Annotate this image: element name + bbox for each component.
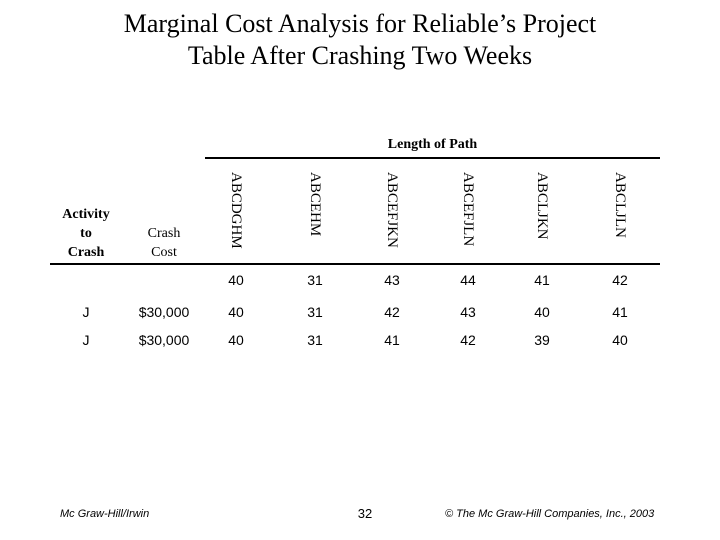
length-of-path-rule [205, 157, 660, 159]
path-header-abcefjkn: ABCEFJKN [378, 172, 406, 264]
publisher-footer: Mc Graw-Hill/Irwin [60, 508, 150, 520]
path-header-abcehm: ABCEHM [301, 172, 329, 264]
path-label: ABCLJLN [612, 172, 628, 238]
cost-cell: $30,000 [138, 304, 190, 320]
length-cell: 31 [307, 304, 323, 320]
length-cell: 42 [460, 332, 476, 348]
length-cell: 44 [460, 272, 476, 288]
path-label: ABCDGHM [228, 172, 244, 249]
path-header-abcdghm: ABCDGHM [222, 172, 250, 264]
activity-cell: J [82, 304, 90, 320]
length-cell: 43 [460, 304, 476, 320]
cost-cell: $30,000 [138, 332, 190, 348]
copyright-footer: © The Mc Graw-Hill Companies, Inc., 2003 [445, 508, 655, 520]
activity-header-line: Crash [67, 245, 105, 260]
page-number: 32 [357, 506, 373, 521]
length-cell: 40 [228, 272, 244, 288]
length-cell: 42 [612, 272, 628, 288]
length-cell: 40 [534, 304, 550, 320]
path-label: ABCEFJLN [460, 172, 476, 247]
cost-header-line: Crash [147, 226, 181, 241]
length-cell: 41 [612, 304, 628, 320]
title-line-1: Marginal Cost Analysis for Reliable’s Pr… [123, 9, 597, 38]
crash-cost-header: Crash Cost [128, 224, 200, 262]
length-cell: 40 [612, 332, 628, 348]
length-cell: 40 [228, 304, 244, 320]
path-header-abcljln: ABCLJLN [606, 172, 634, 264]
length-cell: 40 [228, 332, 244, 348]
length-cell: 39 [534, 332, 550, 348]
length-cell: 41 [534, 272, 550, 288]
cost-header-line: Cost [151, 245, 177, 260]
path-header-abcljkn: ABCLJKN [528, 172, 556, 264]
activity-cell: J [82, 332, 90, 348]
path-label: ABCLJKN [534, 172, 550, 240]
activity-header-line: to [80, 226, 92, 241]
slide-title: Marginal Cost Analysis for Reliable’s Pr… [0, 8, 720, 72]
activity-to-crash-header: Activity to Crash [50, 205, 122, 262]
header-rule [50, 263, 660, 265]
activity-header-line: Activity [62, 207, 110, 222]
length-cell: 43 [384, 272, 400, 288]
length-cell: 31 [307, 332, 323, 348]
length-cell: 31 [307, 272, 323, 288]
path-label: ABCEHM [307, 172, 323, 237]
length-cell: 42 [384, 304, 400, 320]
path-label: ABCEFJKN [384, 172, 400, 248]
length-cell: 41 [384, 332, 400, 348]
title-line-2: Table After Crashing Two Weeks [187, 41, 533, 70]
length-of-path-label: Length of Path [387, 137, 478, 152]
path-header-abcefjln: ABCEFJLN [454, 172, 482, 264]
